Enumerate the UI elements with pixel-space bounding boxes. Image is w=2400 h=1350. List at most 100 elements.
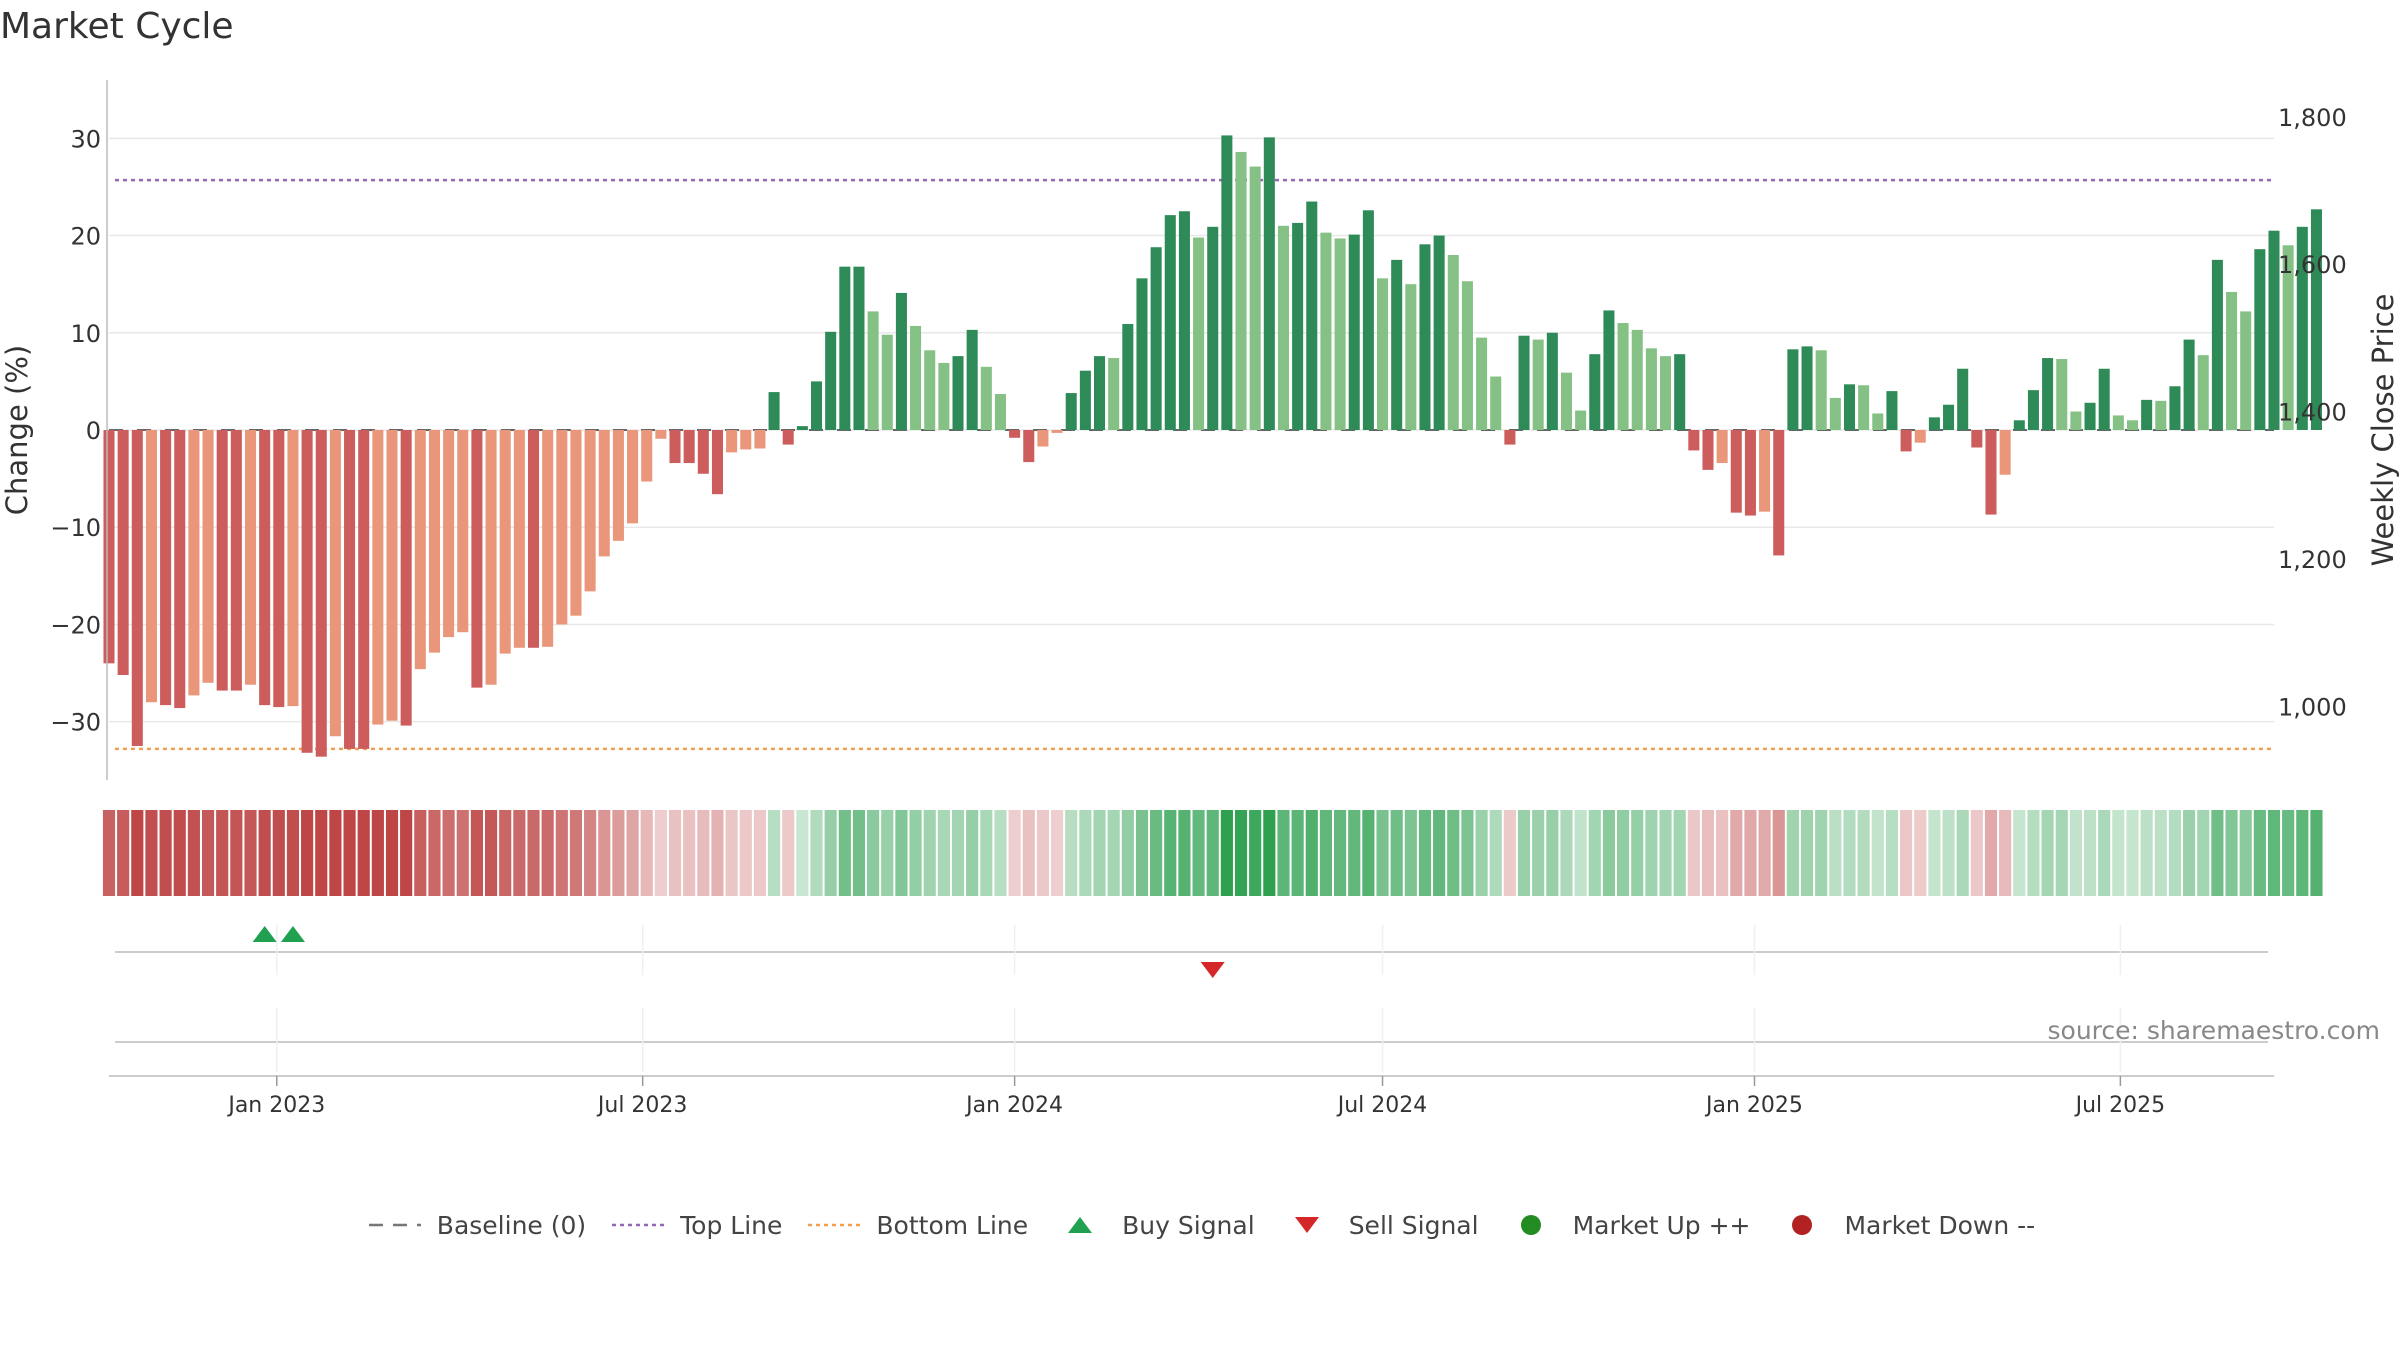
legend-label: Buy Signal [1122, 1210, 1255, 1240]
legend-item: Market Down -- [1772, 1211, 2035, 1240]
bar [1575, 410, 1587, 430]
heat-cell [2140, 810, 2153, 896]
heat-cell [966, 810, 979, 896]
heat-cell [1588, 810, 1601, 896]
bar [443, 430, 455, 638]
x-tick-label: Jan 2023 [226, 1093, 325, 1118]
heat-cell [626, 810, 639, 896]
bar [1037, 430, 1049, 447]
heat-cell [1418, 810, 1432, 896]
heat-cell [654, 810, 667, 896]
heat-cell [1928, 810, 1941, 896]
chart-title: Market Cycle [0, 6, 234, 47]
heat-cell [640, 810, 653, 896]
bar [2141, 399, 2153, 430]
heat-cell [612, 810, 625, 896]
heat-cell [1645, 810, 1658, 896]
bar [1405, 284, 1417, 430]
heat-cell [598, 810, 611, 896]
heat-cell [1305, 810, 1318, 896]
heat-cell [923, 810, 936, 896]
heat-cell [1277, 810, 1290, 896]
heat-cell [216, 810, 229, 896]
bar [1461, 281, 1473, 430]
y2-tick-label: 1,200 [2278, 546, 2347, 574]
heat-cell [1150, 810, 1163, 896]
bar [1928, 417, 1940, 430]
bar [2282, 245, 2294, 430]
heat-cell [371, 810, 384, 896]
bar-series [103, 135, 2322, 757]
heat-cell [810, 810, 823, 896]
bar [2112, 415, 2124, 430]
bar [1518, 335, 1530, 430]
legend-label: Market Up ++ [1572, 1210, 1751, 1240]
heat-cell [1829, 810, 1842, 896]
bar [2027, 390, 2039, 430]
heat-cell [258, 810, 271, 896]
bar [881, 334, 893, 430]
heat-cell [1602, 810, 1616, 896]
heat-cell [1914, 810, 1927, 896]
bar [910, 325, 922, 430]
heat-cell [1730, 810, 1743, 896]
reference-lines [109, 178, 2274, 751]
heat-cell [2183, 810, 2196, 896]
heat-cell [2041, 810, 2054, 896]
bar [825, 331, 837, 430]
legend-triangle-down-symbol [1294, 1217, 1319, 1233]
heat-cell [1433, 810, 1446, 896]
y-tick-label: −10 [50, 514, 101, 542]
bar [273, 430, 285, 708]
heat-cell [1701, 810, 1715, 896]
bar [372, 430, 384, 725]
heat-cell [456, 810, 469, 896]
heat-cell [852, 810, 866, 896]
heat-cell [1687, 810, 1700, 896]
heat-cell [2154, 810, 2167, 896]
axes: 30 20 10 0 −10 −20 −30 1,800 1,600 1,400 1,200 1,00… [50, 80, 2347, 780]
bar [2183, 339, 2195, 430]
bar [202, 430, 214, 683]
bar [697, 430, 709, 474]
bar [1476, 337, 1488, 430]
legend-triangle-up-symbol [1068, 1217, 1093, 1233]
bar [782, 430, 794, 445]
heat-cell [1617, 810, 1630, 896]
legend: Baseline (0) Top Line Bottom Line Buy Signa… [0, 1205, 2400, 1245]
x-tick-label: Jan 2025 [1704, 1093, 1803, 1118]
bar [584, 430, 596, 592]
bar [994, 394, 1006, 430]
bar [216, 430, 228, 691]
heat-cell [1673, 810, 1686, 896]
heat-cell [1036, 810, 1049, 896]
heat-cell [442, 810, 455, 896]
heat-cell [782, 810, 795, 896]
bar [1079, 370, 1091, 430]
bar [1433, 235, 1445, 430]
y2-tick-label: 1,000 [2278, 693, 2347, 721]
heat-cell [131, 810, 144, 896]
signal-panels [115, 925, 2268, 1072]
heat-cell [343, 810, 356, 896]
bar [1306, 201, 1318, 430]
bar [1221, 135, 1233, 430]
bar [980, 366, 992, 430]
heat-cell [1390, 810, 1403, 896]
heat-cell [2296, 810, 2309, 896]
bar [1164, 215, 1176, 430]
heat-cell [1319, 810, 1333, 896]
buy-signal-marker [252, 926, 277, 942]
heat-cell [244, 810, 257, 896]
heat-cell [1220, 810, 1233, 896]
bar [1787, 349, 1799, 430]
bar [1490, 376, 1502, 430]
bar [627, 430, 639, 524]
heat-cell [1659, 810, 1672, 896]
heat-cell [470, 810, 483, 896]
bar [1858, 385, 1870, 430]
heat-cell [2027, 810, 2040, 896]
heat-cell [1065, 810, 1078, 896]
bar [145, 430, 157, 703]
heat-cell [2239, 810, 2252, 896]
